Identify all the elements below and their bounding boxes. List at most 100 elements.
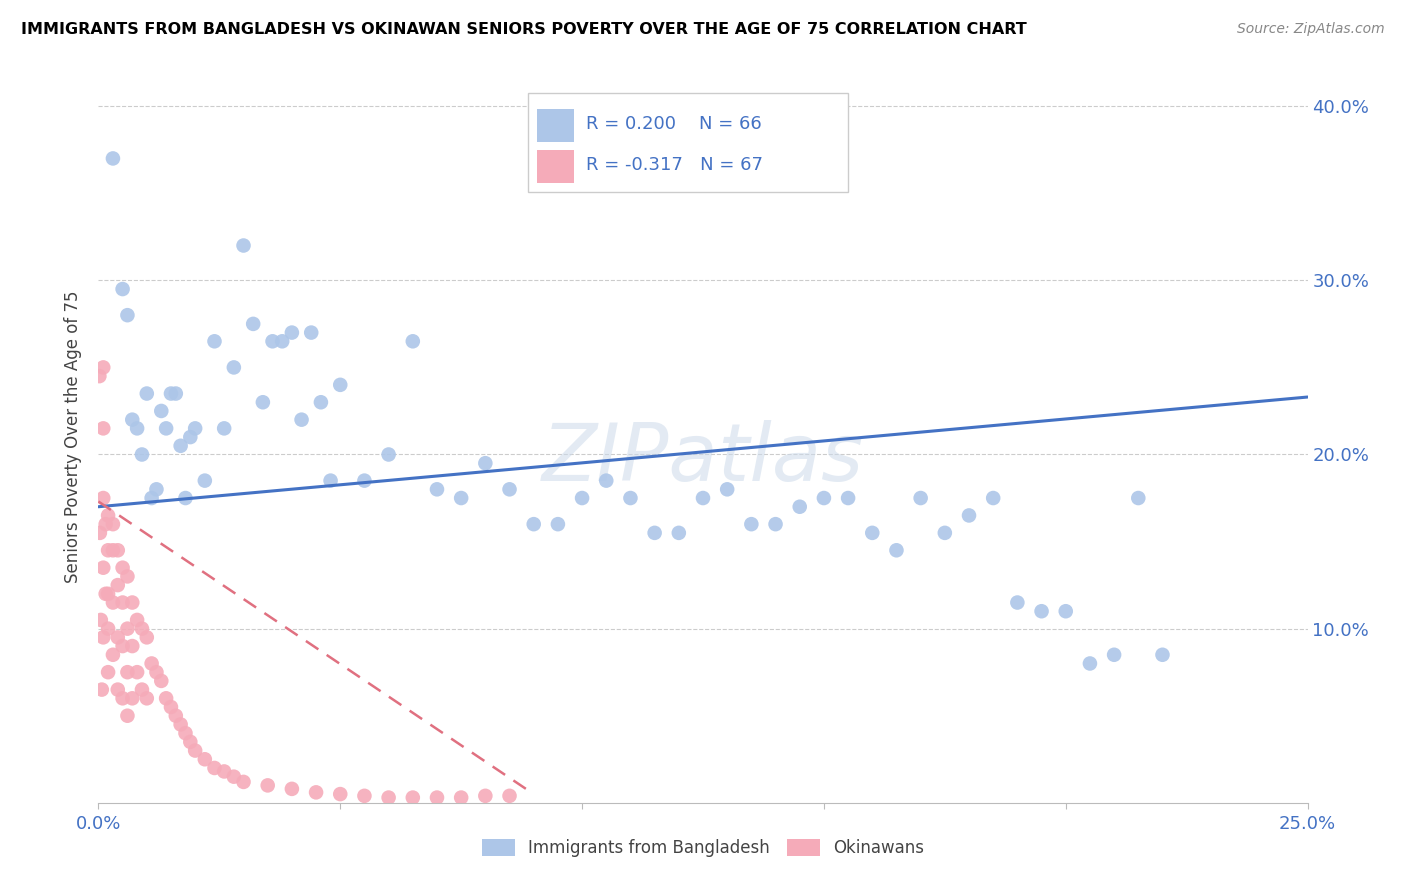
Point [194, 752, 217, 766]
Point [426, 483, 449, 497]
Point [145, 665, 167, 680]
Point [150, 673, 173, 688]
Point [353, 789, 375, 803]
Point [131, 448, 153, 462]
Point [426, 790, 449, 805]
Point [232, 775, 254, 789]
Point [107, 578, 129, 592]
Point [957, 508, 980, 523]
Y-axis label: Seniors Poverty Over the Age of 75: Seniors Poverty Over the Age of 75 [65, 291, 83, 583]
Point [97, 622, 120, 636]
Point [155, 691, 177, 706]
Point [101, 152, 124, 166]
FancyBboxPatch shape [537, 151, 574, 183]
Point [111, 691, 134, 706]
FancyBboxPatch shape [527, 94, 848, 192]
Point [135, 386, 157, 401]
Point [886, 543, 908, 558]
Point [135, 691, 157, 706]
Point [117, 308, 139, 322]
Point [107, 631, 129, 645]
Point [222, 770, 245, 784]
Point [619, 491, 641, 505]
Point [160, 700, 183, 714]
Point [107, 682, 129, 697]
Point [117, 708, 139, 723]
Point [94, 517, 117, 532]
Point [89, 369, 111, 384]
Point [813, 491, 835, 505]
Point [910, 491, 932, 505]
Point [329, 377, 352, 392]
FancyBboxPatch shape [537, 110, 574, 143]
Point [474, 789, 496, 803]
Point [145, 483, 167, 497]
Point [498, 483, 520, 497]
Point [101, 648, 124, 662]
Point [135, 631, 157, 645]
Point [101, 543, 124, 558]
Point [860, 525, 883, 540]
Point [668, 525, 690, 540]
Point [91, 421, 114, 435]
Point [256, 778, 278, 792]
Point [127, 421, 149, 435]
Point [127, 613, 149, 627]
Point [101, 517, 124, 532]
Point [232, 238, 254, 252]
Point [271, 334, 294, 349]
Point [111, 282, 134, 296]
Point [117, 622, 139, 636]
Point [281, 326, 304, 340]
Point [571, 491, 593, 505]
Legend: Immigrants from Bangladesh, Okinawans: Immigrants from Bangladesh, Okinawans [475, 832, 931, 864]
Point [262, 334, 284, 349]
Point [184, 421, 207, 435]
Point [644, 525, 666, 540]
Point [141, 491, 163, 505]
Point [595, 474, 617, 488]
Point [101, 595, 124, 609]
Point [91, 491, 114, 505]
Point [121, 412, 143, 426]
Point [174, 726, 197, 740]
Point [131, 622, 153, 636]
Point [89, 525, 111, 540]
Point [498, 789, 520, 803]
Text: R = 0.200    N = 66: R = 0.200 N = 66 [586, 115, 762, 133]
Point [107, 543, 129, 558]
Text: R = -0.317   N = 67: R = -0.317 N = 67 [586, 156, 762, 174]
Point [299, 326, 322, 340]
Point [692, 491, 714, 505]
Point [150, 404, 173, 418]
Point [97, 665, 120, 680]
Text: IMMIGRANTS FROM BANGLADESH VS OKINAWAN SENIORS POVERTY OVER THE AGE OF 75 CORREL: IMMIGRANTS FROM BANGLADESH VS OKINAWAN S… [21, 22, 1026, 37]
Point [194, 474, 217, 488]
Point [474, 456, 496, 470]
Point [1152, 648, 1174, 662]
Point [111, 595, 134, 609]
Point [204, 761, 226, 775]
Point [309, 395, 332, 409]
Point [179, 430, 201, 444]
Point [1054, 604, 1077, 618]
Point [94, 587, 117, 601]
Point [212, 764, 235, 779]
Point [111, 560, 134, 574]
Point [212, 421, 235, 435]
Point [184, 743, 207, 757]
Point [981, 491, 1004, 505]
Point [319, 474, 342, 488]
Point [281, 781, 304, 796]
Point [934, 525, 956, 540]
Point [165, 708, 187, 723]
Point [353, 474, 375, 488]
Point [789, 500, 811, 514]
Point [222, 360, 245, 375]
Point [290, 412, 312, 426]
Point [97, 508, 120, 523]
Point [90, 613, 112, 627]
Point [252, 395, 274, 409]
Point [121, 691, 143, 706]
Point [1031, 604, 1053, 618]
